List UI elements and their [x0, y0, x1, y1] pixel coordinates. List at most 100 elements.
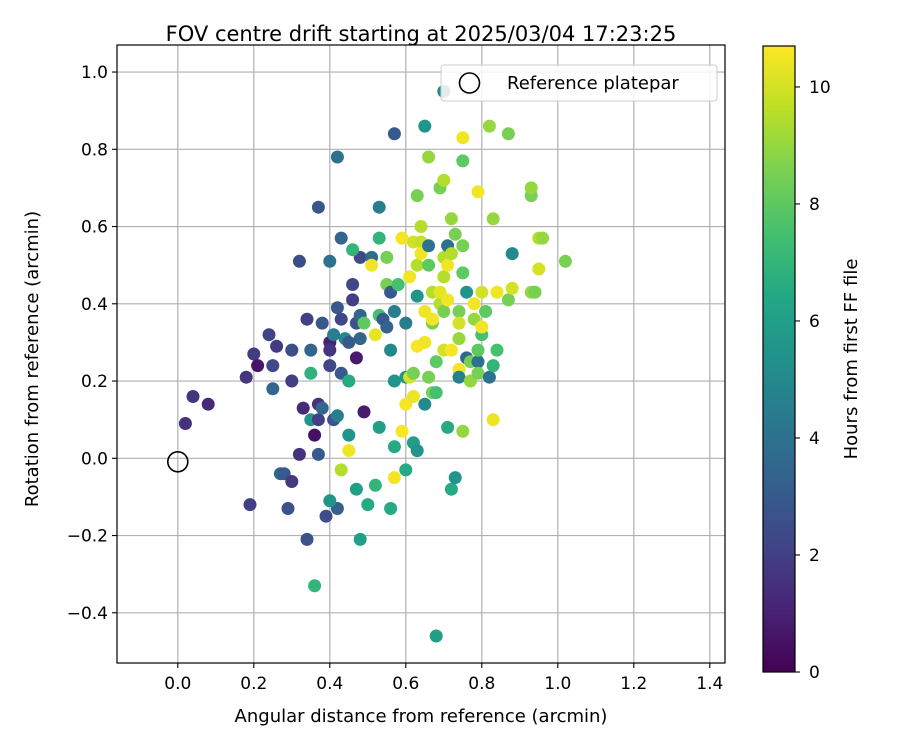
data-point — [414, 220, 428, 233]
legend-marker-icon — [458, 72, 481, 94]
data-point — [444, 247, 458, 261]
data-point — [380, 320, 394, 334]
data-point — [422, 150, 436, 164]
data-point — [444, 482, 458, 496]
data-point — [243, 498, 257, 512]
data-point — [349, 351, 363, 365]
data-point — [391, 278, 405, 291]
data-point — [285, 343, 299, 357]
data-point — [444, 212, 458, 226]
data-point — [425, 312, 439, 326]
data-point — [395, 424, 409, 438]
data-point — [296, 401, 310, 415]
data-point — [429, 355, 443, 369]
x-tick-label: 0.2 — [240, 674, 267, 694]
x-tick-label: 1.4 — [696, 674, 723, 694]
colorbar-tick-label: 8 — [809, 195, 820, 215]
data-point — [311, 447, 325, 461]
data-point — [479, 305, 493, 318]
y-tick-label: −0.4 — [67, 604, 108, 624]
data-point — [323, 343, 337, 357]
data-point — [418, 335, 432, 349]
data-point — [361, 498, 375, 512]
data-point — [368, 478, 382, 492]
data-point — [308, 579, 322, 593]
y-tick-label: 0.8 — [81, 140, 108, 160]
data-point — [437, 270, 451, 284]
data-point — [201, 397, 215, 411]
y-tick-label: 0.2 — [81, 372, 108, 392]
data-point — [471, 355, 485, 369]
data-point — [327, 328, 341, 342]
data-point — [471, 343, 485, 357]
data-point — [281, 502, 295, 515]
data-point — [346, 293, 360, 307]
data-point — [372, 231, 386, 245]
data-point — [399, 463, 413, 477]
data-point — [441, 420, 455, 434]
data-point — [315, 401, 329, 415]
legend: Reference platepar — [440, 64, 718, 102]
data-point — [452, 370, 466, 384]
data-point — [353, 332, 367, 346]
data-point — [410, 444, 424, 458]
data-point — [323, 359, 337, 373]
x-tick-label: 1.2 — [620, 674, 647, 694]
data-point — [467, 297, 481, 311]
data-point — [422, 258, 436, 272]
data-point — [292, 254, 306, 268]
data-point — [308, 428, 322, 442]
data-point — [346, 278, 360, 291]
data-point — [410, 289, 424, 303]
x-tick-label: 0.4 — [316, 674, 343, 694]
data-point — [482, 370, 496, 384]
data-point — [353, 532, 367, 546]
data-point — [247, 347, 261, 361]
data-point — [452, 332, 466, 346]
grid-lines — [117, 45, 725, 663]
x-tick-label: 1.0 — [544, 674, 571, 694]
data-point — [387, 127, 401, 141]
data-point — [323, 254, 337, 268]
data-point — [490, 343, 504, 357]
data-point — [441, 258, 455, 272]
data-point — [486, 413, 500, 427]
data-point — [311, 200, 325, 214]
data-point — [452, 316, 466, 330]
data-point — [384, 343, 398, 357]
data-point — [266, 359, 280, 373]
data-point — [342, 335, 356, 349]
reference-platepar-marker — [167, 450, 189, 473]
data-point — [460, 285, 474, 299]
data-point — [422, 239, 436, 253]
colorbar-tick-label: 10 — [809, 78, 831, 98]
data-point — [311, 413, 325, 427]
data-point — [239, 370, 253, 384]
data-point — [365, 258, 379, 272]
data-point — [471, 185, 485, 199]
data-point — [387, 440, 401, 454]
data-point — [448, 471, 462, 485]
x-axis-label: Angular distance from reference (arcmin) — [235, 706, 608, 727]
data-point — [395, 231, 409, 245]
data-point — [558, 254, 572, 268]
data-point — [536, 231, 550, 245]
data-point — [528, 285, 542, 299]
data-point — [505, 247, 519, 261]
data-point — [437, 173, 451, 187]
data-point — [437, 305, 451, 318]
data-point — [406, 366, 420, 380]
x-tick-label: 0.0 — [164, 674, 191, 694]
data-point — [475, 285, 489, 299]
data-points — [178, 84, 572, 643]
data-point — [251, 359, 265, 373]
data-point — [304, 366, 318, 380]
data-point — [357, 316, 371, 330]
data-point — [486, 212, 500, 226]
data-point — [486, 359, 500, 373]
y-tick-label: −0.2 — [67, 527, 108, 547]
data-point — [330, 301, 344, 315]
plot-frame — [116, 44, 726, 664]
data-point — [490, 285, 504, 299]
data-point — [444, 343, 458, 357]
